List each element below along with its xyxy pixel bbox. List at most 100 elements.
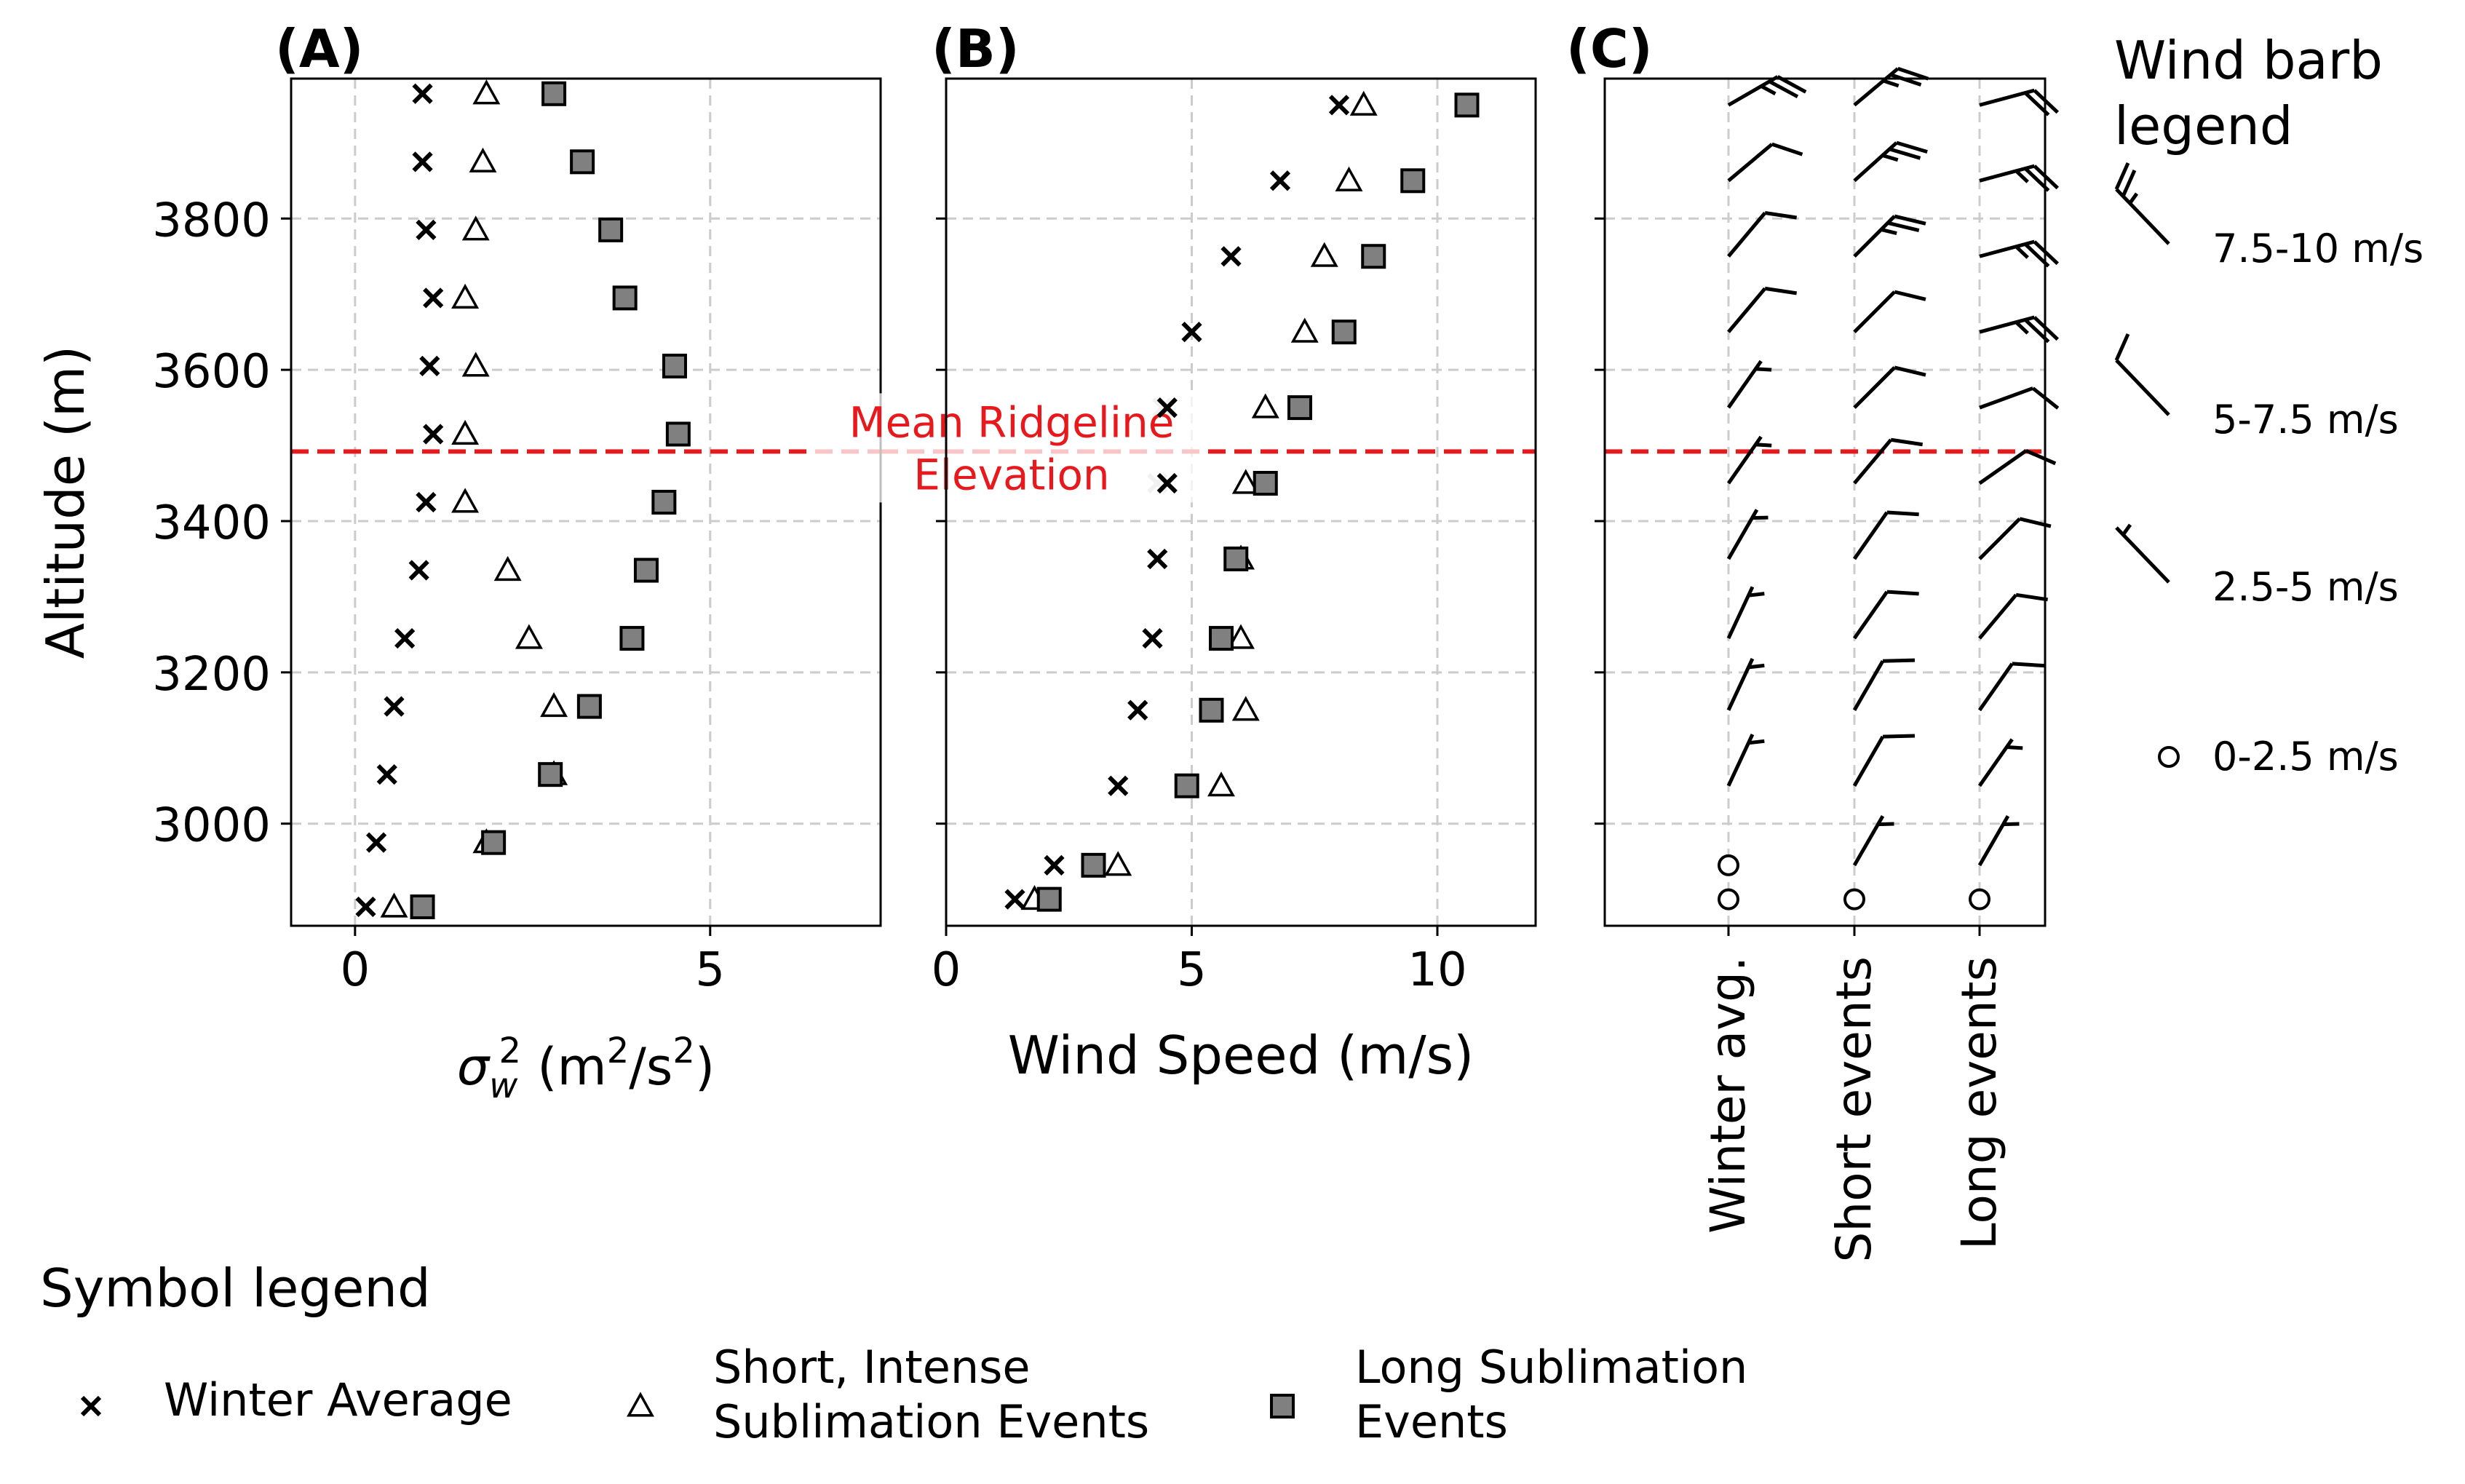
marker-x-stroke bbox=[1181, 322, 1202, 343]
marker-x bbox=[412, 151, 433, 172]
marker-square bbox=[576, 694, 602, 719]
panel-b: Mean Ridgeline Elevation 0 5 10 (B) Wind S… bbox=[815, 18, 1537, 1086]
marker-x bbox=[408, 560, 429, 581]
marker-square bbox=[1209, 626, 1234, 651]
panel-c: Winter avg. Short events Long events (C) bbox=[1566, 18, 2060, 1262]
x-tick-label: 0 bbox=[932, 943, 961, 997]
barb-feather bbox=[1881, 154, 1899, 162]
marker-x bbox=[423, 287, 444, 309]
marker-x-stroke bbox=[416, 491, 437, 513]
barb-staff bbox=[1978, 517, 2021, 560]
x-tick-label: 0 bbox=[340, 943, 370, 997]
barb-feather bbox=[1890, 437, 1924, 447]
units-sup-1: 2 bbox=[607, 1031, 630, 1071]
panel-c-ticks: Winter avg. Short events Long events bbox=[1595, 217, 2007, 1262]
marker-square bbox=[665, 421, 691, 447]
marker-x-stroke bbox=[1108, 775, 1129, 796]
marker-square bbox=[541, 81, 567, 106]
marker-square bbox=[1199, 697, 1224, 723]
barb-feather bbox=[1886, 510, 1919, 517]
units-mid: /s bbox=[629, 1037, 672, 1097]
barb-feather bbox=[1764, 286, 1798, 295]
marker-triangle bbox=[472, 79, 501, 105]
barb-feather bbox=[1760, 84, 1777, 96]
wind-barb-legend-entry: 5-7.5 m/s bbox=[2114, 333, 2399, 443]
barb-feather bbox=[1748, 739, 1765, 745]
barb-feather bbox=[2121, 169, 2137, 198]
barb-feather bbox=[2114, 162, 2130, 191]
barb-staff bbox=[1853, 290, 1896, 333]
marker-x-stroke bbox=[412, 151, 433, 172]
barb-feather bbox=[2025, 448, 2057, 466]
wind-barb-legend-label: 2.5-5 m/s bbox=[2212, 564, 2399, 610]
panel-a-frame bbox=[290, 77, 882, 927]
marker-x-stroke bbox=[423, 287, 444, 309]
marker-square bbox=[662, 353, 687, 378]
marker-x bbox=[1004, 889, 1025, 910]
barb-staff bbox=[1978, 593, 2018, 640]
marker-square bbox=[1223, 546, 1249, 571]
panel-b-x-axis-label: Wind Speed (m/s) bbox=[1008, 1025, 1474, 1086]
marker-square bbox=[633, 558, 659, 583]
barb-feather bbox=[1764, 211, 1798, 220]
marker-square bbox=[1270, 1394, 1295, 1418]
panel-c-grid bbox=[1605, 79, 2045, 926]
barb-feather bbox=[1883, 79, 1900, 88]
marker-x bbox=[1181, 322, 1202, 343]
marker-x bbox=[416, 219, 437, 240]
barb-feather bbox=[1887, 221, 1920, 232]
barb-feather bbox=[1894, 214, 1926, 226]
marker-triangle bbox=[1335, 166, 1363, 191]
calm-circle bbox=[1718, 854, 1739, 876]
panel-a-ticks: 3000 3200 3400 3600 3800 0 5 bbox=[152, 194, 725, 997]
marker-x-stroke bbox=[80, 1395, 102, 1417]
marker-x-stroke bbox=[384, 696, 405, 717]
marker-square bbox=[1174, 773, 1199, 798]
barb-feather bbox=[2121, 523, 2132, 536]
barb-feather bbox=[1769, 79, 1799, 99]
wind-barb-legend-label: 7.5-10 m/s bbox=[2212, 226, 2424, 271]
ridgeline-annotation: Mean Ridgeline Elevation bbox=[815, 393, 1208, 503]
panel-b-frame bbox=[945, 77, 1537, 927]
panel-a-label: (A) bbox=[275, 18, 364, 79]
wind-barb-legend-entries: 7.5-10 m/s 5-7.5 m/s 2.5-5 m/s 0-2.5 m/s bbox=[2114, 162, 2424, 779]
marker-square bbox=[1036, 886, 1062, 912]
barb-feather bbox=[1748, 592, 1765, 598]
marker-triangle bbox=[461, 352, 490, 377]
marker-x-stroke bbox=[1004, 889, 1025, 910]
barb-staff bbox=[1853, 366, 1896, 409]
wind-barb-legend-label: 0-2.5 m/s bbox=[2212, 734, 2399, 779]
y-tick-label: 3600 bbox=[152, 345, 271, 399]
symbol-legend-label-line-1: Long Sublimation bbox=[1355, 1341, 1747, 1394]
wind-barb-legend-label: 5-7.5 m/s bbox=[2212, 397, 2399, 443]
barb-feather bbox=[2019, 517, 2052, 528]
marker-square bbox=[1454, 92, 1480, 118]
panel-a-markers bbox=[355, 79, 691, 920]
symbol-legend-label-line-2: Events bbox=[1355, 1395, 1508, 1448]
marker-x bbox=[1044, 854, 1065, 876]
marker-triangle bbox=[469, 147, 497, 172]
symbol-legend-entries: Winter Average Short, IntenseSublimation … bbox=[80, 1341, 1747, 1448]
marker-x bbox=[376, 764, 397, 785]
panel-c-label: (C) bbox=[1566, 18, 1653, 79]
marker-x bbox=[423, 424, 444, 445]
marker-x bbox=[1147, 548, 1168, 570]
wind-barb-legend-entry: 2.5-5 m/s bbox=[2115, 523, 2399, 610]
marker-triangle bbox=[451, 488, 480, 513]
marker-x bbox=[1108, 775, 1129, 796]
barb-feather bbox=[1755, 367, 1772, 372]
marker-triangle bbox=[1104, 851, 1132, 876]
panel-c-wind-barbs bbox=[1718, 66, 2060, 910]
marker-square bbox=[1287, 395, 1312, 421]
panel-b-ticks: 0 5 10 bbox=[932, 217, 1467, 997]
y-tick-label: 3800 bbox=[152, 194, 271, 247]
y-axis-label: Altitude (m) bbox=[35, 346, 96, 659]
marker-triangle bbox=[1231, 696, 1260, 721]
marker-x bbox=[412, 83, 433, 104]
barb-feather bbox=[1752, 515, 1769, 520]
marker-x-stroke bbox=[416, 219, 437, 240]
marker-square bbox=[1331, 320, 1357, 345]
marker-square bbox=[619, 626, 645, 651]
marker-x bbox=[394, 627, 416, 649]
marker-x-stroke bbox=[1269, 170, 1291, 191]
